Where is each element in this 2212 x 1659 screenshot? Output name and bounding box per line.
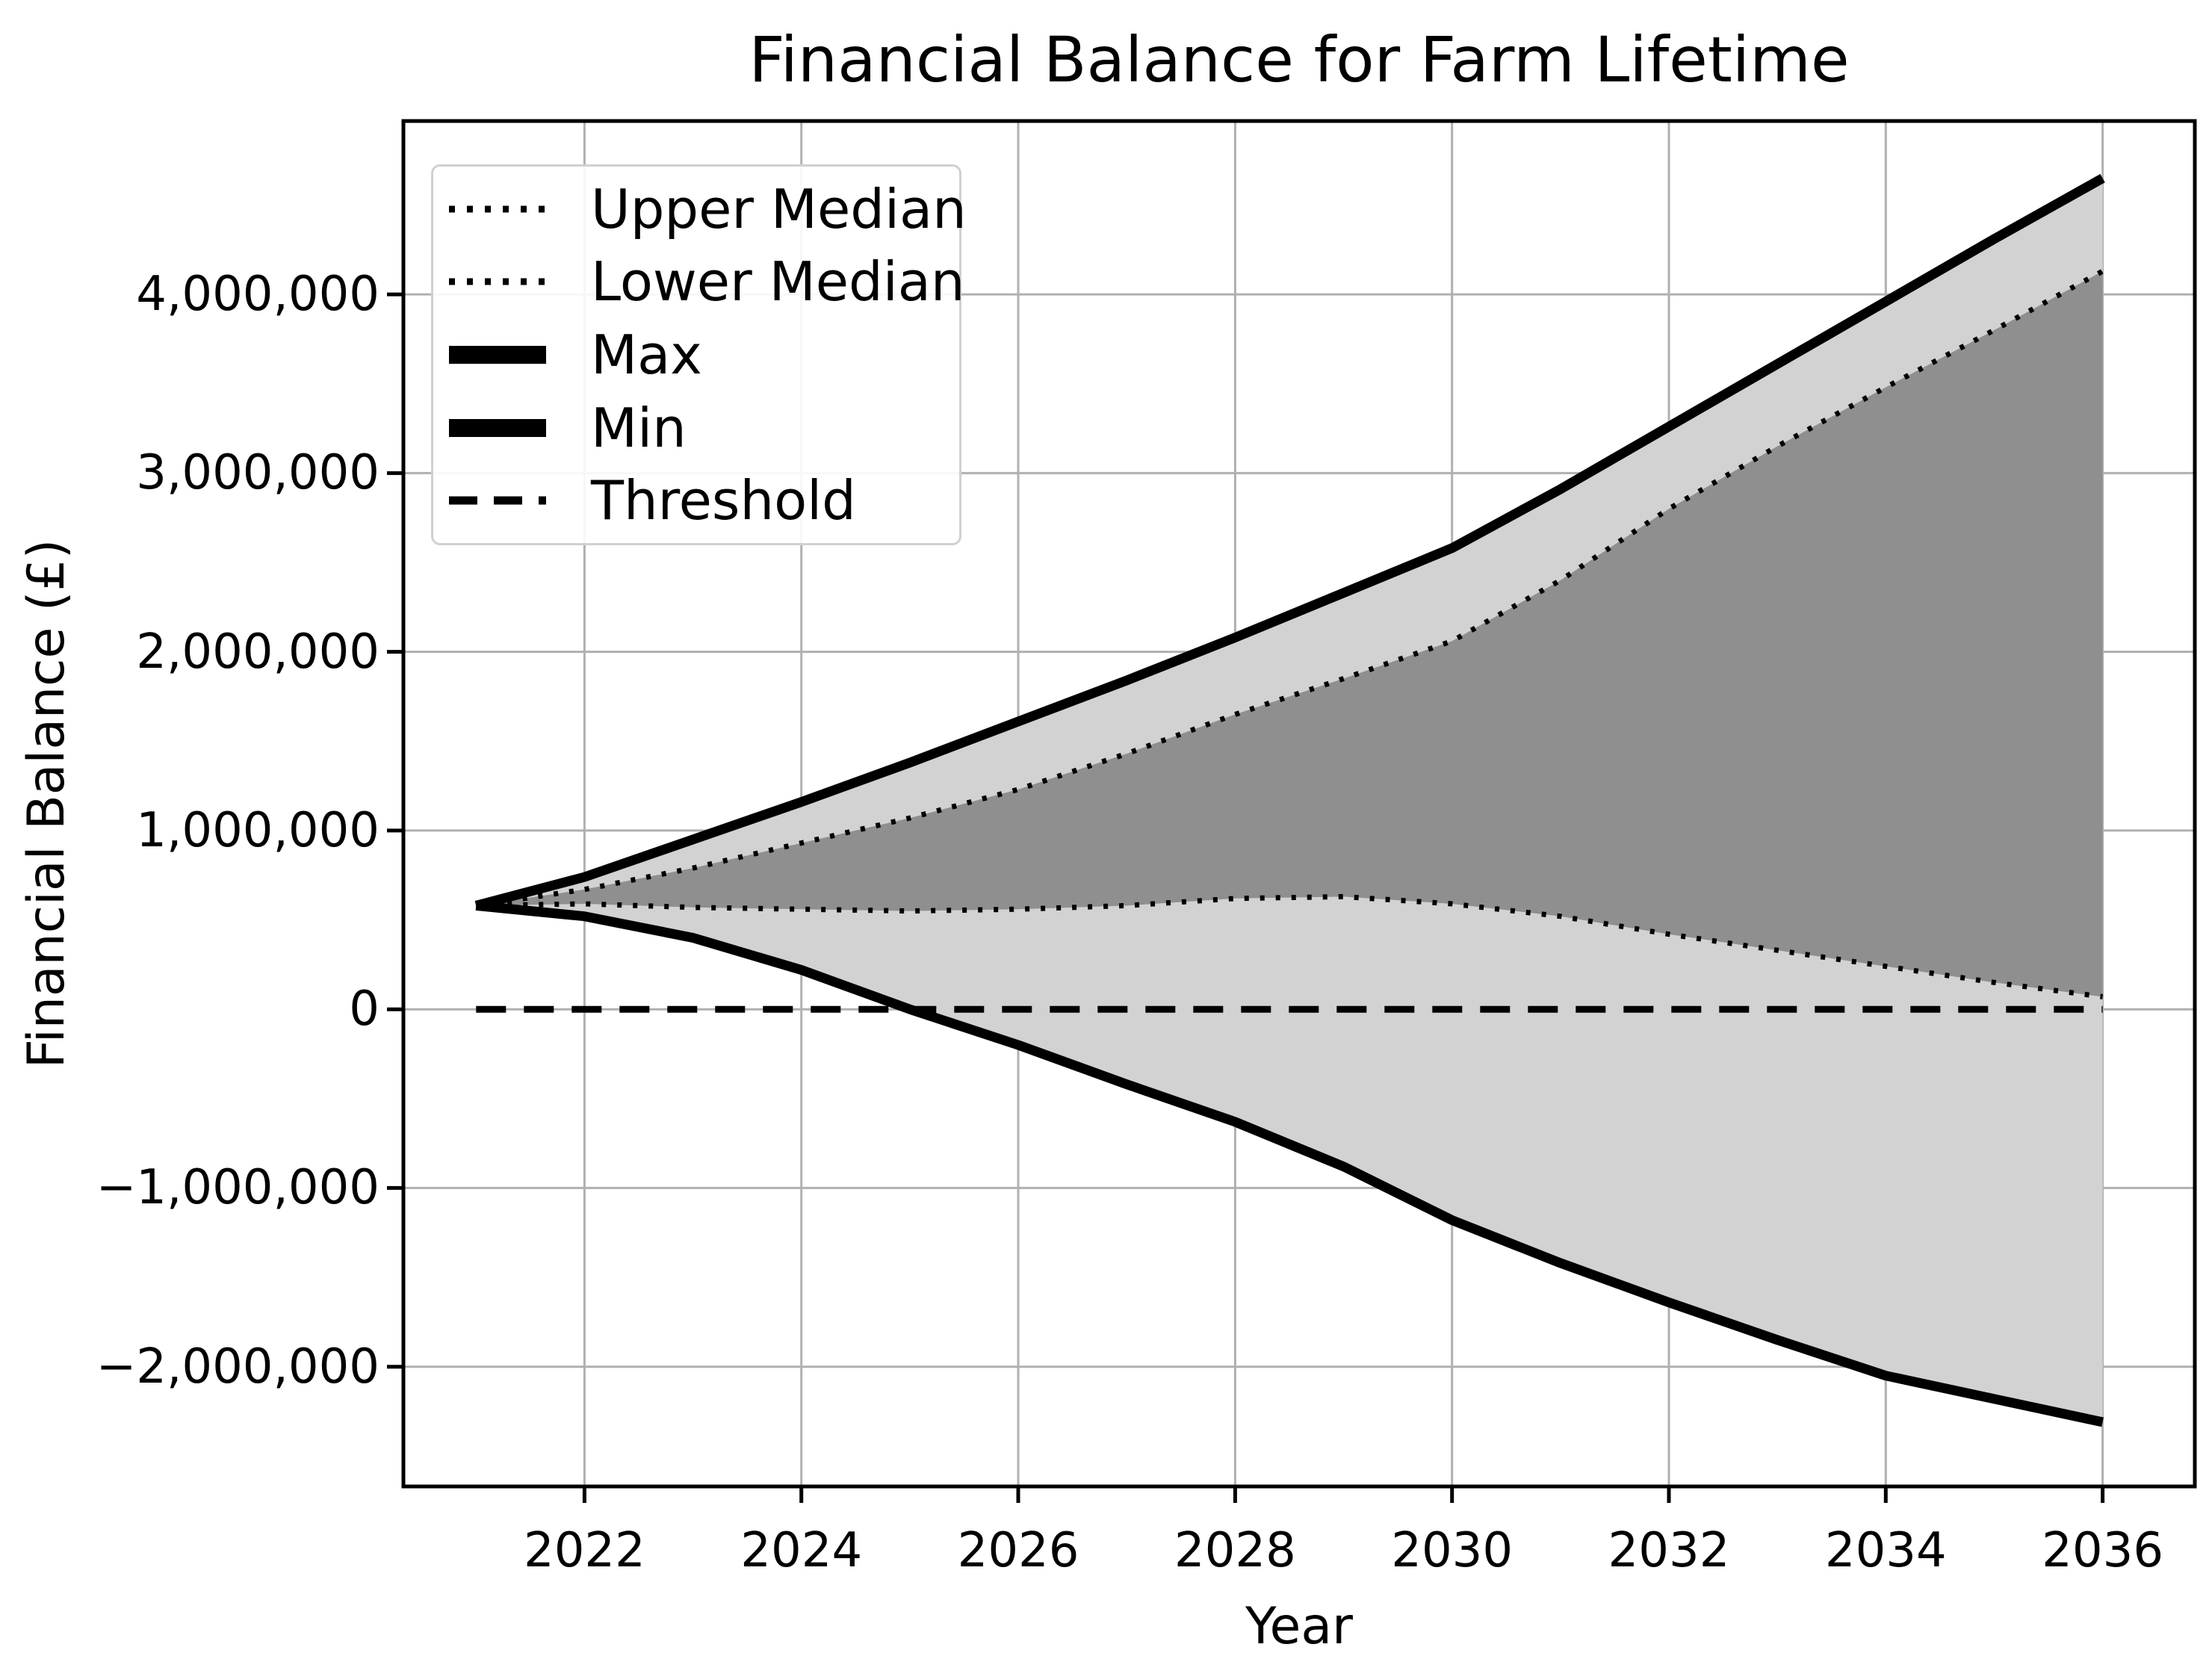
y-tick-label: 0 <box>349 982 379 1038</box>
legend-item-label: Upper Median <box>591 177 967 241</box>
legend-dotted-line-icon <box>449 205 546 213</box>
plot-border <box>401 119 2197 1489</box>
line-max <box>474 173 2105 911</box>
x-tick-label: 2032 <box>1608 1523 1730 1578</box>
y-tick-label: 1,000,000 <box>136 802 379 858</box>
legend-item-min: Min <box>433 392 959 464</box>
chart-title: Financial Balance for Farm Lifetime <box>749 23 1850 96</box>
x-tick-label: 2036 <box>2042 1523 2164 1578</box>
y-tick-label: 4,000,000 <box>136 267 379 323</box>
legend-solid-line-icon <box>449 345 546 364</box>
x-tick-label: 2030 <box>1391 1523 1514 1578</box>
x-tick-label: 2034 <box>1824 1523 1947 1578</box>
x-tick-label: 2022 <box>523 1523 645 1578</box>
legend-item-lower-median: Lower Median <box>433 246 964 317</box>
legend-item-max: Max <box>433 319 959 391</box>
legend-dotted-line-icon <box>449 278 546 285</box>
line-min <box>475 900 2104 1427</box>
y-tick-label: 2,000,000 <box>136 624 379 680</box>
y-tick-label: −1,000,000 <box>96 1160 379 1216</box>
x-tick-label: 2028 <box>1174 1523 1296 1578</box>
x-tick-label: 2026 <box>957 1523 1079 1578</box>
band-upper_median-lower_median <box>476 271 2103 997</box>
line-lower_median <box>476 893 2104 999</box>
y-tick-label: −2,000,000 <box>96 1339 379 1395</box>
legend-solid-line-icon <box>449 418 546 437</box>
x-tick-label: 2024 <box>740 1523 863 1578</box>
legend-item-label: Max <box>591 323 702 386</box>
legend-box: Upper Median Lower Median Max Min Threshold <box>431 164 967 545</box>
y-tick-label: 3,000,000 <box>136 445 379 501</box>
legend-item-label: Min <box>591 396 687 459</box>
legend-item-upper-median: Upper Median <box>433 173 967 245</box>
legend-item-label: Lower Median <box>591 250 965 314</box>
x-axis-label: Year <box>1245 1597 1353 1656</box>
legend-item-label: Threshold <box>591 469 856 533</box>
legend-dashed-line-icon <box>449 496 546 505</box>
legend-item-threshold: Threshold <box>433 465 959 536</box>
